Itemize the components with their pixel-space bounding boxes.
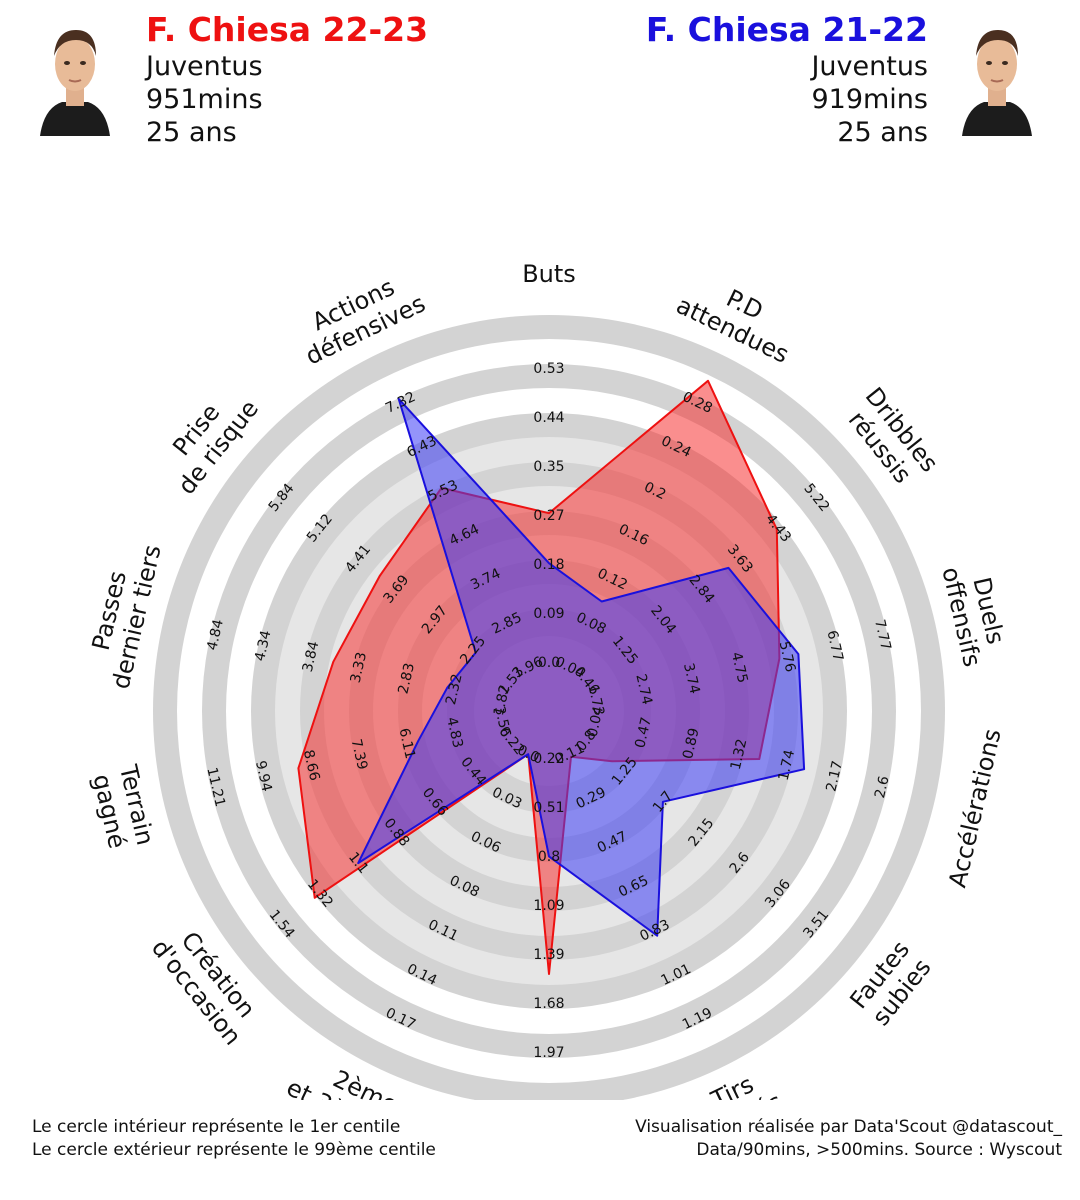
player-club-right: Juventus: [811, 51, 928, 82]
axis-label: Accélérations: [943, 726, 1006, 890]
tick-label: 2.6: [872, 774, 893, 799]
tick-label: 7.77: [871, 618, 894, 652]
axis-label-line: Accélérations: [943, 726, 1006, 890]
axis-label: Buts: [522, 260, 576, 288]
axis-label: Passesdernier tiers: [79, 536, 166, 692]
player-age-left: 25 ans: [146, 117, 237, 148]
tick-label: 6.77: [823, 629, 846, 663]
tick-label: 1.39: [533, 947, 564, 963]
tick-label: 4.83: [443, 716, 466, 750]
tick-label: 2.17: [823, 759, 846, 793]
tick-label: 4.34: [252, 629, 275, 663]
footer-outer-circle-note: Le cercle extérieur représente le 99ème …: [32, 1140, 436, 1160]
footer-legend-note: Le cercle intérieur représente le 1er ce…: [32, 1116, 436, 1162]
axis-label-line: Buts: [522, 260, 576, 288]
tick-label: 0.8: [538, 849, 560, 865]
footer-inner-circle-note: Le cercle intérieur représente le 1er ce…: [32, 1117, 401, 1137]
tick-label: 0.44: [533, 410, 564, 426]
tick-label: 0.89: [680, 727, 703, 761]
tick-label: 0.47: [632, 716, 655, 750]
tick-label: 0.09: [533, 606, 564, 622]
tick-label: 0.18: [533, 557, 564, 573]
player-header-right: F. Chiesa 21-22 Juventus 919mins 25 ans: [646, 10, 928, 149]
tick-label: 3.33: [348, 651, 371, 685]
tick-label: 1.32: [728, 737, 751, 771]
axis-label: Duelsoffensifs: [936, 558, 1013, 669]
tick-label: 0.35: [533, 459, 564, 475]
axis-label-line: Tirs: [706, 1070, 758, 1100]
tick-label: 9.94: [252, 759, 275, 793]
footer-credit-line: Visualisation réalisée par Data'Scout @d…: [635, 1117, 1062, 1137]
tick-label: 6.11: [395, 727, 418, 761]
tick-label: 7.39: [348, 737, 371, 771]
tick-label: 1.73: [585, 683, 608, 717]
player-age-right: 25 ans: [837, 117, 928, 148]
tick-label: 1.82: [491, 683, 514, 717]
tick-label: 2.32: [443, 672, 466, 706]
tick-label: 2.74: [632, 672, 655, 706]
tick-label: 0.04: [585, 705, 608, 739]
tick-label: 0.51: [533, 800, 564, 816]
player-name-right: F. Chiesa 21-22: [645, 10, 928, 49]
tick-label: 3.56: [491, 705, 514, 739]
footer-credits: Visualisation réalisée par Data'Scout @d…: [635, 1116, 1062, 1162]
tick-label: 0.53: [533, 361, 564, 377]
radar-chart: 0.00.090.180.270.350.440.530.040.080.120…: [79, 260, 1013, 1100]
tick-label: 4.84: [204, 618, 227, 652]
player-header-left: F. Chiesa 22-23 Juventus 951mins 25 ans: [146, 10, 428, 149]
tick-label: 8.66: [300, 748, 323, 782]
tick-label: 1.68: [533, 996, 564, 1012]
player-club-left: Juventus: [146, 51, 263, 82]
player-photo-left-icon: [36, 16, 114, 136]
tick-label: 1.97: [533, 1045, 564, 1061]
player-minutes-left: 951mins: [146, 84, 263, 115]
player-minutes-right: 919mins: [811, 84, 928, 115]
tick-label: 1.09: [533, 898, 564, 914]
tick-label: 3.74: [680, 662, 703, 696]
tick-label: 3.84: [300, 640, 323, 674]
player-name-left: F. Chiesa 22-23: [146, 10, 429, 49]
player-photo-right-icon: [958, 16, 1036, 136]
tick-label: 0.22: [533, 751, 564, 767]
axis-label: Terraingagné: [86, 761, 159, 854]
tick-label: 5.76: [776, 640, 799, 674]
tick-label: 0.27: [533, 508, 564, 524]
series-polygon-21-22: [357, 397, 806, 937]
tick-label: 0.0: [538, 655, 560, 671]
tick-label: 1.74: [776, 748, 799, 782]
tick-label: 4.75: [728, 651, 751, 685]
footer-source-line: Data/90mins, >500mins. Source : Wyscout: [696, 1140, 1062, 1160]
tick-label: 2.83: [395, 662, 418, 696]
